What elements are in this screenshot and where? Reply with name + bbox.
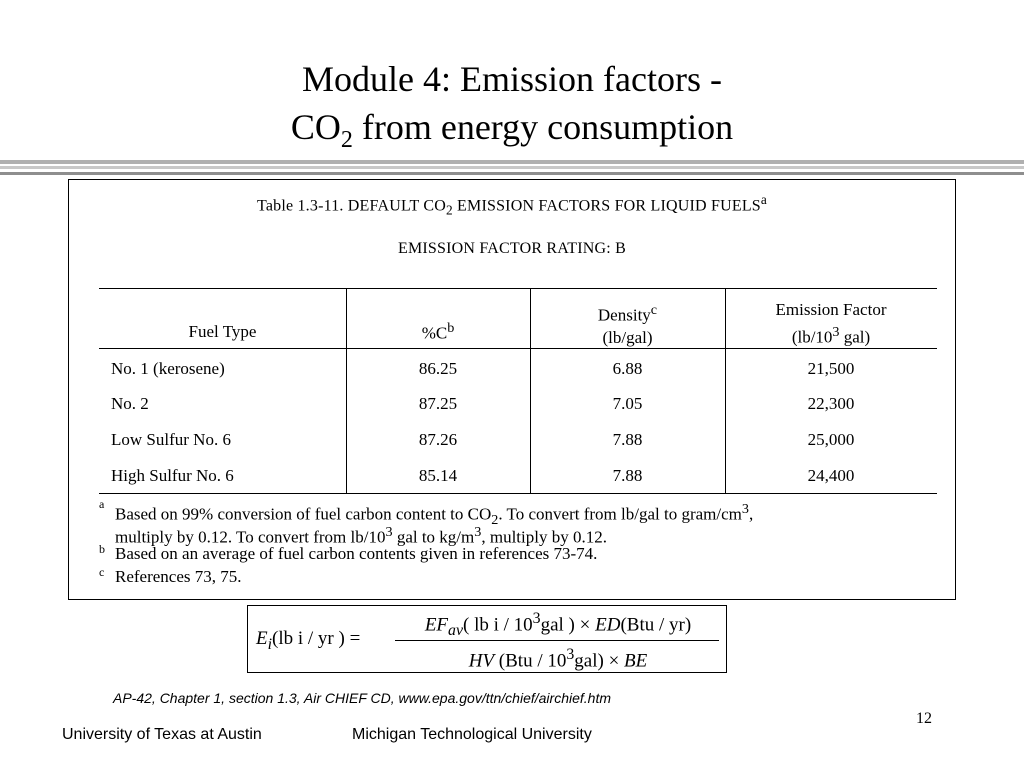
- formula-ef: EF: [424, 614, 449, 636]
- row-3-emission-factor: 25,000: [807, 430, 855, 449]
- row-1-emission-factor: 21,500: [807, 359, 855, 378]
- emission-formula: Ei(lb i / yr ) = EFav( lb i / 103gal ) ×…: [247, 605, 727, 673]
- title-line-1: Module 4: Emission factors -: [302, 59, 722, 99]
- row-3-density: 7.88: [612, 430, 643, 449]
- table-bottom-rule: [99, 493, 937, 494]
- header-carbon: %Cb: [346, 317, 530, 345]
- row-3-fuel: Low Sulfur No. 6: [111, 430, 231, 449]
- header-density-footnote-mark: c: [650, 302, 658, 318]
- table-top-rule: [99, 288, 937, 289]
- footnote-c-text: References 73, 75.: [115, 567, 242, 586]
- formula-be: BE: [624, 650, 648, 672]
- footer-left: University of Texas at Austin: [62, 726, 262, 743]
- header-density-label: Density: [597, 305, 651, 325]
- footnote-a-line-2: multiply by 0.12. To convert from lb/103…: [115, 521, 607, 549]
- formula-num-end: (Btu / yr): [620, 614, 692, 636]
- footnote-a-sup-3: 3: [474, 524, 482, 540]
- column-divider-2: [530, 288, 531, 493]
- table-rating: EMISSION FACTOR RATING: B: [398, 240, 626, 257]
- formula-numerator: EFav( lb i / 103gal ) × ED(Btu / yr): [393, 610, 723, 640]
- column-divider-1: [346, 288, 347, 493]
- table-title-footnote-mark: a: [760, 192, 768, 207]
- footnote-a-text-3: ,: [748, 504, 754, 524]
- footnote-a-text-6: , multiply by 0.12.: [481, 527, 607, 547]
- formula-num-sup: 3: [532, 610, 541, 627]
- title-co: CO: [290, 107, 341, 147]
- title-divider-top: [0, 160, 1024, 164]
- row-1-fuel: No. 1 (kerosene): [111, 359, 225, 378]
- formula-lhs-e: E: [256, 628, 268, 649]
- footnote-a-text-5: gal to kg/m: [392, 527, 475, 547]
- table-title-subscript: 2: [445, 202, 453, 218]
- formula-num-mid: ( lb i / 10: [463, 614, 533, 636]
- slide-title: Module 4: Emission factors - CO2 from en…: [0, 55, 1024, 164]
- footnote-a-sub-1: 2: [491, 512, 499, 529]
- column-divider-3: [725, 288, 726, 493]
- formula-den-mid: (Btu / 10: [494, 650, 567, 672]
- footnote-a-mark: a: [99, 497, 105, 511]
- footer-right: Michigan Technological University: [352, 726, 592, 743]
- formula-den-gal: gal) ×: [574, 650, 625, 672]
- row-2-carbon: 87.25: [418, 394, 458, 413]
- formula-av: av: [448, 622, 463, 640]
- source-citation: AP-42, Chapter 1, section 1.3, Air CHIEF…: [113, 690, 611, 706]
- table-title-suffix: EMISSION FACTORS FOR LIQUID FUELS: [452, 197, 761, 215]
- footnote-a-text-4: multiply by 0.12. To convert from lb/10: [115, 527, 386, 547]
- row-2-fuel: No. 2: [111, 394, 149, 413]
- footnote-a-sup-1: 3: [741, 501, 749, 517]
- header-density-label-line: Densityc: [530, 299, 725, 327]
- formula-fraction-bar: [395, 640, 719, 641]
- formula-denominator: HV (Btu / 103gal) × BE: [393, 646, 723, 672]
- formula-lhs: Ei(lb i / yr ) =: [256, 628, 360, 654]
- row-1-density: 6.88: [612, 359, 643, 378]
- header-density-unit: (lb/gal): [602, 327, 653, 347]
- footnote-c-mark: c: [99, 565, 105, 579]
- title-divider-middle: [0, 166, 1024, 169]
- header-ef-unit-sup: 3: [832, 324, 840, 340]
- row-3-carbon: 87.26: [418, 430, 458, 449]
- row-4-carbon: 85.14: [418, 466, 458, 485]
- row-4-fuel: High Sulfur No. 6: [111, 466, 234, 485]
- row-1-carbon: 86.25: [418, 359, 458, 378]
- header-carbon-footnote-mark: b: [447, 320, 455, 336]
- formula-num-gal: gal ) ×: [540, 614, 596, 636]
- footnote-a-text-1: Based on 99% conversion of fuel carbon c…: [115, 504, 492, 524]
- title-line-2: CO2 from energy consumption: [0, 103, 1024, 164]
- formula-lhs-rest: (lb i / yr ) =: [272, 628, 361, 649]
- header-ef-unit: (lb/103 gal): [725, 321, 937, 349]
- row-4-density: 7.88: [612, 466, 643, 485]
- header-fuel-type: Fuel Type: [188, 322, 257, 341]
- header-ef-unit-post: gal): [839, 327, 871, 347]
- header-ef-unit-pre: (lb/10: [791, 327, 833, 347]
- row-2-density: 7.05: [612, 394, 643, 413]
- row-2-emission-factor: 22,300: [807, 394, 855, 413]
- footnote-a-text-2: . To convert from lb/gal to gram/cm: [498, 504, 742, 524]
- header-carbon-label: %C: [421, 323, 448, 343]
- table-header-rule: [99, 348, 937, 349]
- row-4-emission-factor: 24,400: [807, 466, 855, 485]
- title-divider-bottom: [0, 172, 1024, 175]
- header-ef-label: Emission Factor: [775, 300, 887, 319]
- formula-lhs-i: i: [267, 635, 273, 653]
- formula-hv: HV: [468, 650, 495, 672]
- formula-ed: ED: [595, 614, 621, 636]
- footnote-a-line-1: Based on 99% conversion of fuel carbon c…: [115, 498, 753, 531]
- header-density: Densityc (lb/gal): [530, 299, 725, 349]
- page-number: 12: [916, 710, 932, 727]
- table-title-prefix: Table 1.3-11. DEFAULT CO: [256, 197, 446, 215]
- footnote-b-mark: b: [99, 542, 105, 556]
- table-title: Table 1.3-11. DEFAULT CO2 EMISSION FACTO…: [69, 192, 955, 219]
- formula-den-sup: 3: [566, 646, 575, 663]
- title-co-subscript: 2: [340, 127, 353, 154]
- footnote-a-sup-2: 3: [385, 524, 393, 540]
- emission-factor-table: Table 1.3-11. DEFAULT CO2 EMISSION FACTO…: [68, 179, 956, 600]
- footnote-b-text: Based on an average of fuel carbon conte…: [115, 544, 598, 563]
- header-emission-factor: Emission Factor (lb/103 gal): [725, 299, 937, 349]
- title-rest: from energy consumption: [352, 107, 734, 147]
